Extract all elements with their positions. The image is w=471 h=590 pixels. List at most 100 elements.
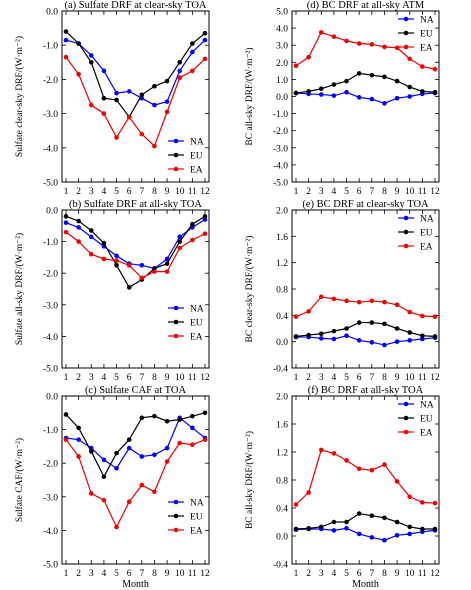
- x-axis-label: Month: [122, 579, 149, 590]
- legend-label: NA: [420, 16, 434, 26]
- x-tick-label: 1: [294, 187, 299, 197]
- data-point-ea: [356, 41, 362, 46]
- data-point-ea: [356, 466, 362, 472]
- x-tick-label: 2: [76, 373, 81, 383]
- legend-label: EA: [420, 44, 433, 54]
- x-tick-label: 5: [114, 373, 119, 383]
- data-point-eu: [382, 74, 387, 80]
- x-tick-label: 8: [382, 187, 387, 197]
- data-point-ea: [306, 490, 311, 495]
- data-point-na: [76, 225, 81, 230]
- legend-marker: [403, 229, 409, 235]
- data-point-na: [88, 53, 94, 58]
- data-point-eu: [293, 526, 299, 532]
- x-tick-label: 4: [332, 373, 337, 383]
- y-axis-label: BC all-sky DRF/(W·m⁻²): [244, 431, 255, 529]
- x-tick-label: 8: [152, 569, 157, 579]
- legend-label: NA: [190, 305, 204, 315]
- data-point-eu: [394, 326, 400, 331]
- data-point-ea: [101, 111, 107, 116]
- data-point-eu: [344, 519, 349, 525]
- x-tick-label: 8: [152, 187, 157, 197]
- x-tick-label: 2: [76, 569, 81, 579]
- data-point-na: [164, 445, 170, 451]
- y-tick-label: -1.0: [43, 42, 58, 52]
- data-point-eu: [407, 330, 413, 335]
- data-point-na: [76, 437, 81, 442]
- chart-title: (b) Sulfate DRF at all-sky TOA: [69, 199, 202, 210]
- data-point-eu: [306, 526, 311, 531]
- y-tick-label: -3.0: [43, 301, 58, 311]
- data-point-ea: [407, 56, 413, 62]
- legend-marker: [403, 215, 409, 221]
- legend-label: EA: [190, 333, 203, 343]
- data-point-eu: [190, 221, 195, 227]
- data-point-eu: [331, 82, 337, 87]
- x-tick-label: 1: [294, 373, 299, 383]
- data-point-eu: [369, 513, 375, 518]
- data-point-eu: [114, 97, 119, 103]
- data-point-eu: [394, 78, 400, 84]
- data-point-eu: [331, 328, 337, 334]
- data-point-ea: [190, 237, 195, 243]
- data-point-ea: [76, 71, 81, 77]
- plot-frame: [291, 209, 440, 369]
- data-point-eu: [76, 41, 81, 46]
- x-tick-label: 6: [127, 187, 132, 197]
- x-tick-label: 5: [114, 187, 119, 197]
- data-point-ea: [420, 313, 425, 319]
- legend-label: EA: [190, 527, 203, 537]
- data-point-ea: [394, 302, 400, 308]
- legend: NA EU EA: [168, 305, 204, 343]
- legend: NA EU EA: [168, 138, 204, 176]
- data-point-na: [369, 96, 375, 102]
- data-point-ea: [164, 269, 170, 274]
- data-point-ea: [177, 440, 183, 446]
- x-tick-label: 6: [127, 569, 132, 579]
- x-tick-label: 11: [418, 569, 427, 579]
- data-point-eu: [394, 519, 400, 525]
- y-tick-label: -2.0: [273, 127, 288, 137]
- y-tick-label: 0.4: [276, 505, 288, 515]
- y-tick-label: 0.0: [276, 533, 288, 543]
- legend-label: EA: [420, 429, 433, 439]
- x-tick-label: 11: [418, 187, 427, 197]
- y-tick-label: 5.0: [276, 8, 288, 18]
- data-point-eu: [420, 526, 425, 532]
- legend-label: NA: [190, 499, 204, 509]
- data-point-eu: [369, 320, 375, 325]
- data-point-na: [407, 531, 413, 537]
- y-tick-label: -4.0: [43, 144, 58, 154]
- data-point-na: [331, 528, 337, 533]
- y-tick-label: 2.0: [276, 59, 288, 69]
- series-line-na: [295, 527, 436, 541]
- x-tick-label: 4: [102, 187, 107, 197]
- series-line-ea: [295, 296, 436, 318]
- data-point-ea: [382, 44, 387, 50]
- data-point-ea: [88, 491, 94, 496]
- x-tick-label: 3: [319, 373, 324, 383]
- legend-label: EU: [190, 152, 203, 162]
- x-tick-label: 3: [89, 187, 94, 197]
- legend-marker: [403, 16, 409, 22]
- data-point-na: [126, 89, 132, 94]
- x-tick-label: 3: [319, 569, 324, 579]
- data-point-ea: [202, 437, 208, 442]
- chart-panel-6: (f) BC DRF at all-sky TOA 2.0 1.6 1.2 0.8 0.4…: [244, 385, 440, 590]
- x-tick-label: 7: [139, 569, 144, 579]
- series-line-na: [65, 39, 206, 106]
- x-tick-label: 11: [188, 569, 197, 579]
- data-point-ea: [152, 269, 157, 274]
- y-tick-label: 1.2: [276, 259, 288, 269]
- x-tick-label: 5: [114, 569, 119, 579]
- data-point-eu: [202, 30, 208, 36]
- data-point-ea: [293, 63, 299, 69]
- y-tick-label: -2.0: [43, 270, 58, 280]
- x-tick-label: 6: [127, 373, 132, 383]
- series-line-eu: [295, 321, 436, 337]
- chart-title: (f) BC DRF at all-sky TOA: [308, 385, 424, 396]
- data-point-na: [139, 454, 145, 459]
- y-tick-label: -0.4: [273, 561, 288, 571]
- data-point-ea: [114, 258, 119, 263]
- data-point-ea: [114, 135, 119, 140]
